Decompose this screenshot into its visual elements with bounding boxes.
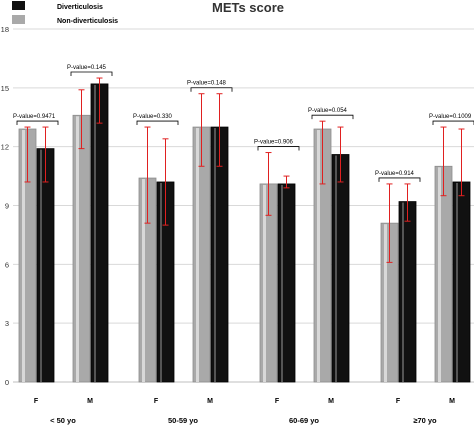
- sex-label: M: [207, 398, 213, 405]
- p-value-bracket: [136, 120, 179, 126]
- sex-label: M: [449, 398, 455, 405]
- age-group-label: 60-69 yo: [289, 416, 319, 425]
- sex-label: M: [328, 398, 334, 405]
- p-value-annotations: P-value=0.9471 P-value=0.145 P-value=0.330…: [13, 65, 474, 182]
- bar-highlight: [281, 184, 283, 382]
- chart-title: METs score: [212, 0, 284, 15]
- age-group-label: 50-59 yo: [168, 416, 198, 425]
- bar-highlight: [402, 202, 404, 382]
- bar-highlight: [196, 128, 199, 382]
- sex-label: F: [34, 398, 39, 405]
- bar-highlight: [263, 184, 266, 382]
- y-tick-label: 6: [5, 260, 9, 269]
- x-axis-labels: F M < 50 yo F M 50-59 yo F M 60-69 yo F M ≥70 yo: [34, 398, 455, 425]
- p-value-bracket: [257, 146, 300, 151]
- bar-diverticulosis: [90, 83, 109, 383]
- bar-highlight: [160, 182, 162, 382]
- legend: Diverticulosis Non-diverticulosis: [12, 1, 118, 25]
- p-value-bracket: [311, 114, 354, 120]
- y-tick-label: 3: [5, 319, 9, 328]
- y-tick-label: 0: [5, 378, 9, 387]
- p-value-label: P-value=0.914: [375, 171, 415, 177]
- age-group-label: < 50 yo: [50, 416, 76, 425]
- p-value-label: P-value=0.330: [133, 114, 173, 120]
- sex-label: F: [396, 398, 401, 405]
- y-tick-label: 9: [5, 202, 9, 211]
- p-value-bracket: [432, 120, 474, 126]
- bar-diverticulosis: [452, 181, 471, 383]
- legend-swatch-non-diverticulosis: [12, 15, 25, 24]
- p-value-label: P-value=0.1009: [429, 114, 472, 120]
- bar-diverticulosis: [277, 183, 296, 383]
- age-group-label: ≥70 yo: [413, 416, 437, 425]
- y-tick-label: 12: [1, 143, 9, 152]
- bar-diverticulosis: [36, 148, 55, 383]
- bar-highlight: [214, 128, 216, 382]
- legend-swatch-diverticulosis: [12, 1, 25, 10]
- p-value-bracket: [190, 87, 233, 92]
- y-tick-label: 18: [1, 25, 9, 34]
- p-value-label: P-value=0.054: [308, 108, 348, 114]
- bar-highlight: [438, 167, 441, 382]
- y-tick-label: 15: [1, 84, 9, 93]
- p-value-bracket: [378, 177, 421, 182]
- bar-highlight: [94, 84, 96, 383]
- legend-label-non-diverticulosis: Non-diverticulosis: [57, 18, 118, 25]
- bar-highlight: [456, 182, 458, 382]
- p-value-label: P-value=0.9471: [13, 114, 56, 120]
- sex-label: F: [275, 398, 280, 405]
- bar-non-diverticulosis: [72, 114, 91, 383]
- bar-highlight: [142, 179, 145, 382]
- bar-highlight: [76, 116, 79, 383]
- bar-highlight: [335, 155, 337, 382]
- p-value-label: P-value=0.145: [67, 65, 107, 71]
- bar-highlight: [40, 149, 42, 382]
- sex-label: F: [154, 398, 159, 405]
- sex-label: M: [87, 398, 93, 405]
- bar-highlight: [384, 224, 387, 382]
- bar-highlight: [317, 130, 320, 382]
- bars: [18, 83, 471, 383]
- bar-highlight: [22, 130, 25, 382]
- error-bars: [24, 77, 465, 263]
- bar-non-diverticulosis: [434, 165, 453, 383]
- legend-label-diverticulosis: Diverticulosis: [57, 4, 103, 11]
- p-value-bracket: [70, 71, 113, 77]
- p-value-label: P-value=0.906: [254, 140, 294, 146]
- p-value-label: P-value=0.148: [187, 81, 227, 87]
- p-value-bracket: [16, 120, 59, 126]
- bar-diverticulosis: [398, 201, 417, 383]
- bar-diverticulosis: [331, 154, 350, 383]
